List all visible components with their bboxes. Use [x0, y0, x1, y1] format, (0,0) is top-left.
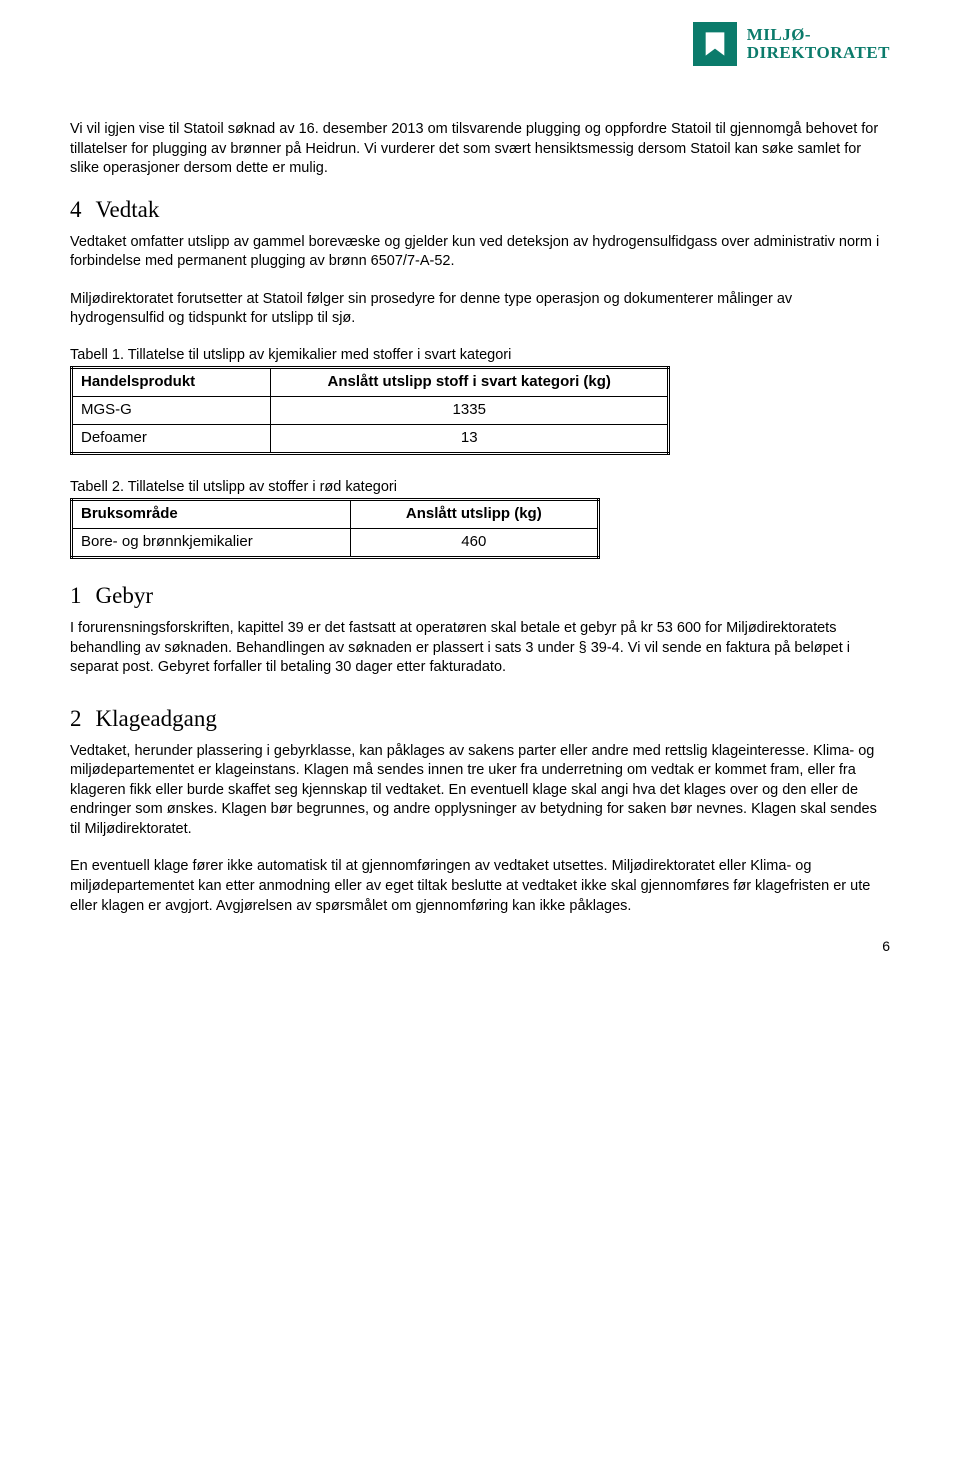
paragraph: Miljødirektoratet forutsetter at Statoil…: [70, 290, 890, 329]
table-header: Anslått utslipp stoff i svart kategori (…: [271, 367, 669, 396]
section-title: Vedtak: [96, 197, 160, 222]
table-cell: Bore- og brønnkjemikalier: [72, 528, 351, 557]
table-caption: Tabell 2. Tillatelse til utslipp av stof…: [70, 479, 890, 495]
paragraph: I forurensningsforskriften, kapittel 39 …: [70, 619, 890, 678]
section-heading-gebyr: 1 Gebyr: [70, 583, 890, 609]
page-number: 6: [882, 938, 890, 954]
logo-text: MILJØ- DIREKTORATET: [747, 26, 890, 62]
table-cell: 13: [271, 424, 669, 453]
document-body: Vi vil igjen vise til Statoil søknad av …: [70, 120, 890, 916]
section-title: Klageadgang: [96, 706, 217, 731]
logo-mark-icon: [693, 22, 737, 66]
section-heading-klageadgang: 2 Klageadgang: [70, 706, 890, 732]
table-rod-kategori: Bruksområde Anslått utslipp (kg) Bore- o…: [70, 498, 600, 559]
section-number: 2: [70, 706, 82, 731]
section-heading-vedtak: 4 Vedtak: [70, 197, 890, 223]
table-svart-kategori: Handelsprodukt Anslått utslipp stoff i s…: [70, 366, 670, 455]
section-number: 4: [70, 197, 82, 222]
paragraph: Vedtaket, herunder plassering i gebyrkla…: [70, 742, 890, 840]
table-cell: 460: [350, 528, 598, 557]
logo-line1: MILJØ-: [747, 26, 890, 44]
table-row: Defoamer 13: [72, 424, 669, 453]
section-number: 1: [70, 583, 82, 608]
table-row: Bore- og brønnkjemikalier 460: [72, 528, 599, 557]
table-header: Anslått utslipp (kg): [350, 499, 598, 528]
paragraph: Vi vil igjen vise til Statoil søknad av …: [70, 120, 890, 179]
paragraph: Vedtaket omfatter utslipp av gammel bore…: [70, 233, 890, 272]
section-title: Gebyr: [96, 583, 153, 608]
table-cell: Defoamer: [72, 424, 271, 453]
table-cell: 1335: [271, 396, 669, 424]
logo-line2: DIREKTORATET: [747, 44, 890, 62]
table-header: Handelsprodukt: [72, 367, 271, 396]
paragraph: En eventuell klage fører ikke automatisk…: [70, 857, 890, 916]
table-caption: Tabell 1. Tillatelse til utslipp av kjem…: [70, 347, 890, 363]
table-row: MGS-G 1335: [72, 396, 669, 424]
header-logo: MILJØ- DIREKTORATET: [693, 22, 890, 66]
bookmark-icon: [701, 30, 729, 58]
table-header: Bruksområde: [72, 499, 351, 528]
table-cell: MGS-G: [72, 396, 271, 424]
